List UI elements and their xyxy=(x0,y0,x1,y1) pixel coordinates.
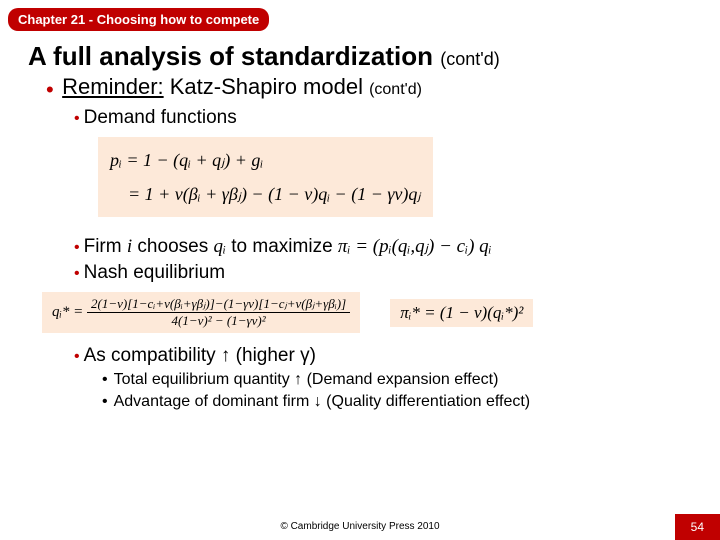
bullet-icon: • xyxy=(74,239,80,256)
firm-qi: qᵢ xyxy=(213,236,226,257)
firm-eq: πᵢ = (pᵢ(qᵢ,qⱼ) − cᵢ) qᵢ xyxy=(338,236,492,257)
sub2-text: Advantage of dominant firm ↓ (Quality di… xyxy=(114,393,531,410)
compat-prefix: As compatibility xyxy=(84,345,221,366)
slide-title: A full analysis of standardization (cont… xyxy=(28,41,692,72)
bullet-icon: • xyxy=(74,348,80,365)
firm-mid1: chooses xyxy=(132,236,213,257)
copyright: © Cambridge University Press 2010 xyxy=(0,521,720,532)
eq-line2: = 1 + ν(βᵢ + γβⱼ) − (1 − ν)qᵢ − (1 − γν)… xyxy=(128,177,421,211)
arrow-up-icon: ↑ xyxy=(221,345,231,366)
compat-row: •As compatibility ↑ (higher γ) xyxy=(74,345,692,367)
bullet-icon: • xyxy=(102,393,108,410)
bullet-icon: • xyxy=(74,265,80,282)
slide-content: A full analysis of standardization (cont… xyxy=(0,31,720,411)
eq2-num: 2(1−ν)[1−cᵢ+ν(βᵢ+γβⱼ)]−(1−γν)[1−cⱼ+ν(βⱼ+… xyxy=(87,296,350,313)
bullet-icon: • xyxy=(46,77,54,102)
equation-nash-row: qᵢ* = 2(1−ν)[1−cᵢ+ν(βᵢ+γβⱼ)]−(1−γν)[1−cⱼ… xyxy=(42,292,692,333)
reminder-label: Reminder: xyxy=(62,74,163,99)
eq3: πᵢ* = (1 − ν)(qᵢ*)² xyxy=(400,303,523,322)
equation-qi: qᵢ* = 2(1−ν)[1−cᵢ+ν(βᵢ+γβⱼ)]−(1−γν)[1−cⱼ… xyxy=(42,292,360,333)
reminder-body: Katz-Shapiro model xyxy=(164,74,369,99)
equation-pi: πᵢ* = (1 − ν)(qᵢ*)² xyxy=(390,299,533,327)
eq-line1: pᵢ = 1 − (qᵢ + qⱼ) + gᵢ xyxy=(110,143,421,177)
eq2-frac: 2(1−ν)[1−cᵢ+ν(βᵢ+γβⱼ)]−(1−γν)[1−cⱼ+ν(βⱼ+… xyxy=(87,296,350,329)
title-main: A full analysis of standardization xyxy=(28,41,433,71)
firm-prefix: Firm xyxy=(84,236,127,257)
chapter-badge: Chapter 21 - Choosing how to compete xyxy=(8,8,269,31)
bullet-icon: • xyxy=(74,110,80,127)
reminder-contd: (cont'd) xyxy=(369,81,422,98)
reminder-text: Reminder: Katz-Shapiro model (cont'd) xyxy=(62,74,422,99)
equation-demand: pᵢ = 1 − (qᵢ + qⱼ) + gᵢ = 1 + ν(βᵢ + γβⱼ… xyxy=(98,137,433,217)
page-number: 54 xyxy=(675,514,720,540)
bullet-icon: • xyxy=(102,371,108,388)
compat-suffix: (higher γ) xyxy=(230,345,316,366)
eq2-den: 4(1−ν)² − (1−γν)² xyxy=(87,313,350,329)
demand-row: •Demand functions xyxy=(74,107,692,129)
eq2-lhs: qᵢ* = xyxy=(52,304,87,320)
sub1-text: Total equilibrium quantity ↑ (Demand exp… xyxy=(114,371,499,388)
demand-label: Demand functions xyxy=(84,107,237,128)
nash-label: Nash equilibrium xyxy=(84,262,226,283)
firm-row: •Firm i chooses qᵢ to maximize πᵢ = (pᵢ(… xyxy=(74,235,692,258)
sub-bullet-1: • Total equilibrium quantity ↑ (Demand ex… xyxy=(102,371,692,389)
reminder-row: • Reminder: Katz-Shapiro model (cont'd) xyxy=(46,74,692,103)
title-contd: (cont'd) xyxy=(440,49,499,69)
firm-mid2: to maximize xyxy=(226,236,338,257)
sub-bullet-2: • Advantage of dominant firm ↓ (Quality d… xyxy=(102,393,692,411)
nash-row: •Nash equilibrium xyxy=(74,262,692,284)
